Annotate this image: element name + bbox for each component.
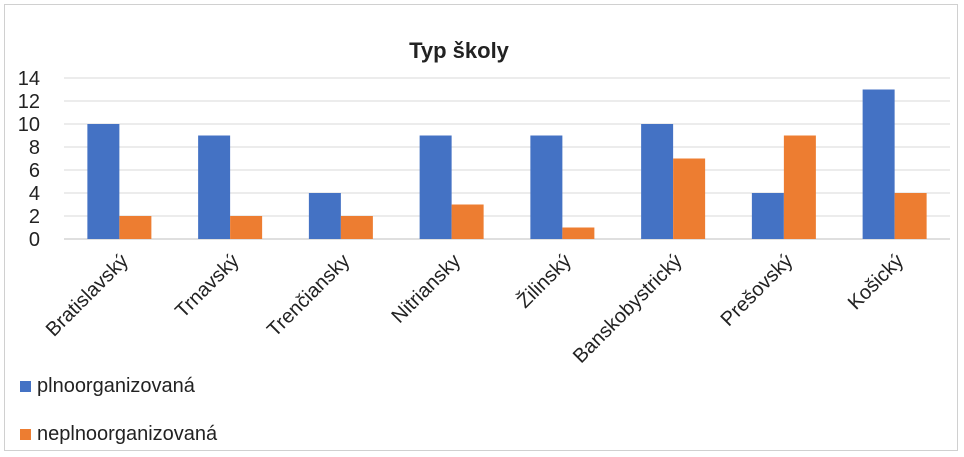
bar-neplnoorganizovana	[783, 135, 816, 239]
bar-plnoorganizovana	[641, 124, 674, 239]
y-tick-label: 0	[29, 229, 40, 251]
y-tick-label: 6	[29, 160, 40, 182]
bar-neplnoorganizovana	[119, 216, 152, 239]
y-tick-label: 14	[18, 68, 40, 90]
legend-item-neplnoorganizovana: neplnoorganizovaná	[20, 423, 217, 446]
bar-plnoorganizovana	[419, 135, 452, 239]
bar-neplnoorganizovana	[673, 158, 706, 239]
bar-plnoorganizovana	[87, 124, 120, 239]
legend-label-plnoorganizovana: plnoorganizovaná	[37, 375, 195, 397]
x-tick-label: Žilinský	[513, 249, 576, 312]
x-tick-label: Nitriansky	[388, 250, 466, 328]
y-tick-label: 10	[18, 114, 40, 136]
bar-neplnoorganizovana	[894, 193, 927, 239]
bar-neplnoorganizovana	[230, 216, 263, 239]
x-tick-label: Košický	[844, 250, 908, 314]
y-tick-label: 4	[29, 183, 40, 205]
y-tick-label: 8	[29, 137, 40, 159]
bar-plnoorganizovana	[308, 193, 341, 239]
x-tick-label: Trenčiansky	[263, 250, 354, 341]
x-tick-label: Banskobystrický	[569, 250, 687, 368]
chart-title: Typ školy	[409, 38, 510, 63]
bar-plnoorganizovana	[751, 193, 784, 239]
legend-swatch-neplnoorganizovana	[20, 429, 31, 440]
y-tick-label: 12	[18, 91, 40, 113]
legend-item-plnoorganizovana: plnoorganizovaná	[20, 375, 195, 398]
bar-neplnoorganizovana	[562, 227, 595, 239]
legend-swatch-plnoorganizovana	[20, 381, 31, 392]
x-tick-label: Prešovský	[717, 250, 798, 331]
x-tick-label: Trnavský	[171, 250, 243, 322]
legend-label-neplnoorganizovana: neplnoorganizovaná	[37, 423, 218, 445]
bar-plnoorganizovana	[198, 135, 231, 239]
x-tick-label: Bratislavský	[42, 250, 133, 341]
bar-plnoorganizovana	[530, 135, 563, 239]
bar-neplnoorganizovana	[340, 216, 373, 239]
y-tick-label: 2	[29, 206, 40, 228]
bar-plnoorganizovana	[862, 89, 895, 239]
bar-neplnoorganizovana	[451, 204, 484, 239]
